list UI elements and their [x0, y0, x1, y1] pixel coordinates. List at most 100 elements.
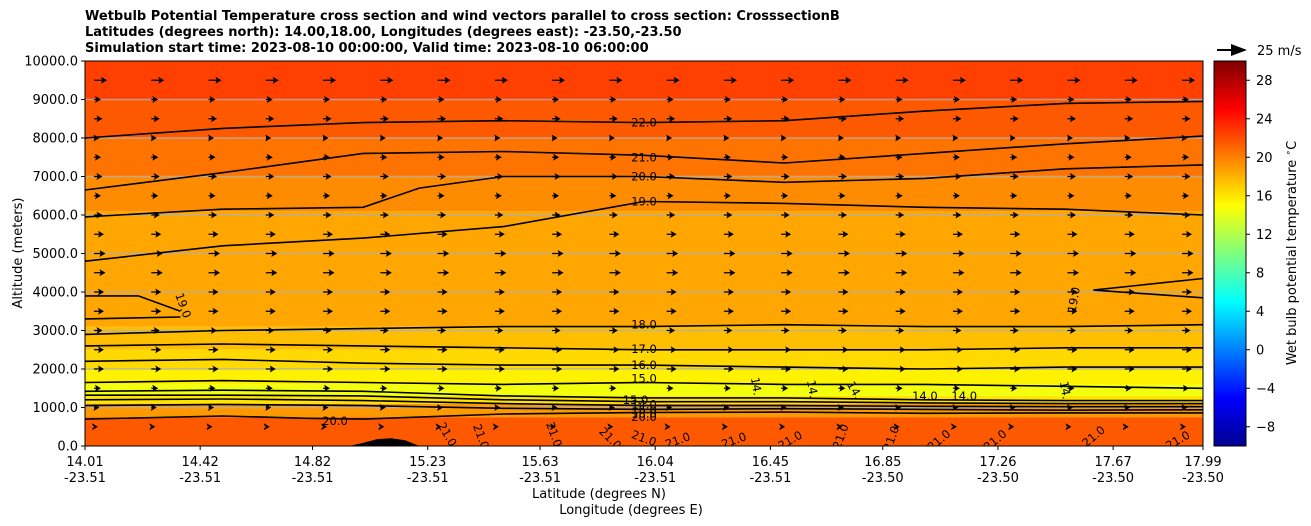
wind-vector	[94, 153, 101, 161]
y-axis-label: Altitude (meters)	[11, 198, 26, 309]
wind-vector	[1010, 96, 1018, 103]
wind-vector	[609, 115, 618, 123]
wind-vector	[1182, 211, 1191, 219]
contour-label: 14.	[1057, 380, 1074, 400]
contour-line	[1093, 277, 1203, 299]
contour-labels: 22.021.020.019.019.0 19.018.017.016.015.0…	[172, 116, 1192, 446]
terrain	[349, 438, 420, 446]
wind-vector	[781, 76, 795, 84]
x-tick-label-lon: -23.51	[64, 471, 106, 486]
wind-vector	[437, 192, 445, 200]
wind-vector	[552, 115, 561, 123]
wind-vector	[1124, 211, 1134, 219]
wind-vector	[723, 230, 734, 238]
contour-line	[85, 394, 1203, 405]
y-tick-label: 6000.0	[33, 209, 79, 224]
wind-vector	[666, 269, 679, 277]
wind-vector	[1182, 192, 1189, 200]
wind-vector	[380, 384, 388, 392]
colorbar-tick-label: 0	[1256, 343, 1264, 358]
wind-vector	[494, 192, 502, 200]
wind-vector	[723, 76, 737, 84]
wind-vector	[494, 404, 501, 411]
wind-vector	[1065, 423, 1072, 431]
wind-vector	[1067, 96, 1075, 103]
wind-vector	[380, 96, 388, 103]
wind-vector	[952, 288, 963, 296]
x-tick-label-lon: -23.51	[407, 471, 449, 486]
wind-vector	[494, 250, 507, 257]
temperature-band	[85, 417, 1203, 446]
wind-vector	[1182, 384, 1189, 392]
x-tick-label-lon: -23.50	[862, 471, 904, 486]
wind-vector	[1124, 346, 1135, 354]
contour-label: 22.0	[631, 116, 657, 130]
wind-vector	[781, 211, 790, 219]
wind-vector	[323, 192, 331, 200]
wind-vector	[494, 76, 508, 84]
contour-line	[85, 403, 1203, 412]
wind-vector	[1067, 327, 1076, 334]
wind-vector	[609, 365, 620, 373]
wind-vector	[838, 346, 849, 354]
wind-vector	[952, 153, 960, 161]
contour-line	[85, 200, 1203, 262]
y-tick-label: 8000.0	[33, 132, 79, 147]
wind-vector	[437, 365, 448, 373]
temperature-field	[85, 61, 1203, 446]
colorbar-tick-label: 12	[1256, 228, 1273, 243]
wind-vector	[952, 115, 962, 123]
wind-vector	[895, 96, 903, 103]
contour-label: 14.	[804, 379, 821, 399]
y-tick-label: 7000.0	[33, 170, 79, 185]
wind-vector	[208, 269, 221, 277]
wind-vector	[206, 423, 213, 431]
wind-vector	[666, 365, 677, 373]
wind-vector	[1180, 423, 1186, 431]
wind-vector	[666, 288, 677, 296]
wind-vector	[1182, 327, 1191, 334]
contour-line	[85, 398, 1203, 408]
colorbar-tick-label: −4	[1256, 382, 1275, 397]
wind-vector	[895, 404, 902, 411]
wind-vector	[1182, 115, 1191, 123]
wind-vector	[609, 153, 617, 161]
wind-vector	[1182, 250, 1194, 257]
wind-vector	[836, 423, 843, 431]
wind-vector	[1181, 404, 1188, 411]
wind-vector	[380, 173, 389, 180]
wind-vector	[895, 115, 905, 123]
wind-vector	[379, 134, 386, 142]
wind-vector	[895, 230, 906, 238]
wind-vector	[435, 423, 442, 431]
wind-vector	[838, 365, 849, 373]
wind-vector	[895, 134, 902, 142]
wind-vector	[1181, 134, 1188, 142]
wind-vector	[151, 250, 163, 257]
chart-title-line-2: Latitudes (degrees north): 14.00,18.00, …	[85, 25, 682, 40]
wind-vector	[150, 134, 157, 142]
wind-vector	[150, 404, 157, 411]
wind-vector	[1010, 250, 1022, 257]
wind-vector	[94, 327, 103, 334]
wind-vector	[838, 173, 847, 180]
wind-vector	[781, 269, 793, 277]
wind-vector	[265, 192, 273, 200]
wind-vector	[552, 230, 563, 238]
contour-line	[85, 316, 181, 320]
wind-vector	[895, 173, 905, 180]
wind-vector	[94, 269, 106, 277]
wind-vector	[666, 346, 677, 354]
wind-vector	[1182, 76, 1195, 84]
wind-vector	[552, 288, 563, 296]
quiver-key-label: 25 m/s	[1257, 44, 1302, 59]
wind-vector	[666, 384, 674, 392]
x-tick-label-lon: -23.51	[749, 471, 791, 486]
wind-vector	[838, 327, 847, 334]
wind-vector	[151, 211, 160, 219]
wind-vector	[723, 192, 731, 200]
wind-vector	[380, 192, 388, 200]
wind-vector	[1010, 173, 1019, 180]
wind-vector	[666, 153, 674, 161]
wind-vector	[263, 423, 270, 431]
